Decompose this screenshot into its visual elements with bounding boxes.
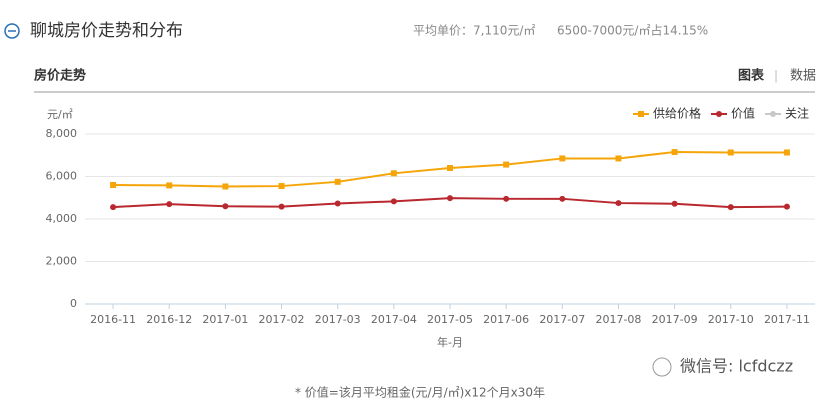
y-tick-label: 6,000 xyxy=(46,170,78,183)
point xyxy=(390,198,397,205)
x-tick-label: 2017-05 xyxy=(427,313,473,326)
data-tab[interactable]: 数据 xyxy=(790,69,816,84)
legend-label[interactable]: 关注 xyxy=(785,106,809,121)
price-share: 6500-7000元/㎡占14.15% xyxy=(557,23,708,38)
x-tick-label: 2017-03 xyxy=(315,313,361,326)
x-tick-label: 2017-01 xyxy=(202,313,248,326)
point xyxy=(503,195,510,202)
point xyxy=(671,200,678,207)
legend-marker xyxy=(770,111,776,117)
point xyxy=(110,204,117,211)
point xyxy=(783,203,790,210)
x-tick-label: 2017-02 xyxy=(259,313,305,326)
avg-price: 平均单价：7,110元/㎡ xyxy=(413,24,535,38)
legend-label[interactable]: 供给价格 xyxy=(653,106,701,121)
point xyxy=(615,200,622,207)
y-tick-label: 0 xyxy=(70,297,77,310)
wechat-icon xyxy=(652,357,672,377)
x-tick-label: 2017-09 xyxy=(652,313,698,326)
point xyxy=(447,165,453,171)
x-tick-label: 2017-08 xyxy=(595,313,641,326)
point xyxy=(559,195,566,202)
x-tick-label: 2016-11 xyxy=(90,313,136,326)
watermark: 微信号: lcfdczz xyxy=(680,357,793,376)
point xyxy=(783,149,790,156)
point xyxy=(222,183,229,190)
x-tick-label: 2017-11 xyxy=(764,313,810,326)
point xyxy=(222,203,229,210)
point xyxy=(447,195,453,202)
point xyxy=(727,149,734,156)
point xyxy=(166,182,173,189)
y-tick-label: 2,000 xyxy=(46,255,78,268)
x-tick-label: 2017-06 xyxy=(483,313,529,326)
point xyxy=(671,149,678,156)
section-title: 房价走势 xyxy=(34,68,86,84)
x-tick-label: 2017-04 xyxy=(371,313,417,326)
footnote: * 价值=该月平均租金(元/月/㎡)x12个月x30年 xyxy=(295,385,545,400)
point xyxy=(503,161,510,168)
point xyxy=(278,203,285,210)
legend-marker xyxy=(638,111,644,117)
y-tick-label: 4,000 xyxy=(46,212,78,225)
point xyxy=(390,170,397,177)
point xyxy=(559,155,566,162)
point xyxy=(334,200,341,207)
point xyxy=(166,201,173,208)
point xyxy=(727,204,734,211)
x-tick-label: 2017-07 xyxy=(539,313,585,326)
y-tick-label: 8,000 xyxy=(46,127,78,140)
collapse-icon[interactable] xyxy=(4,23,20,39)
tab-separator: | xyxy=(774,69,778,83)
x-tick-label: 2017-10 xyxy=(708,313,754,326)
point xyxy=(110,182,117,188)
legend-label[interactable]: 价值 xyxy=(731,106,755,121)
chart-tab[interactable]: 图表 xyxy=(738,68,765,84)
y-unit: 元/㎡ xyxy=(47,108,73,121)
point xyxy=(615,155,622,162)
legend-marker xyxy=(716,111,722,117)
page-title: 聊城房价走势和分布 xyxy=(30,21,183,41)
point xyxy=(334,178,341,185)
x-tick-label: 2016-12 xyxy=(146,313,192,326)
x-axis-label: 年-月 xyxy=(437,335,463,349)
point xyxy=(278,183,285,190)
